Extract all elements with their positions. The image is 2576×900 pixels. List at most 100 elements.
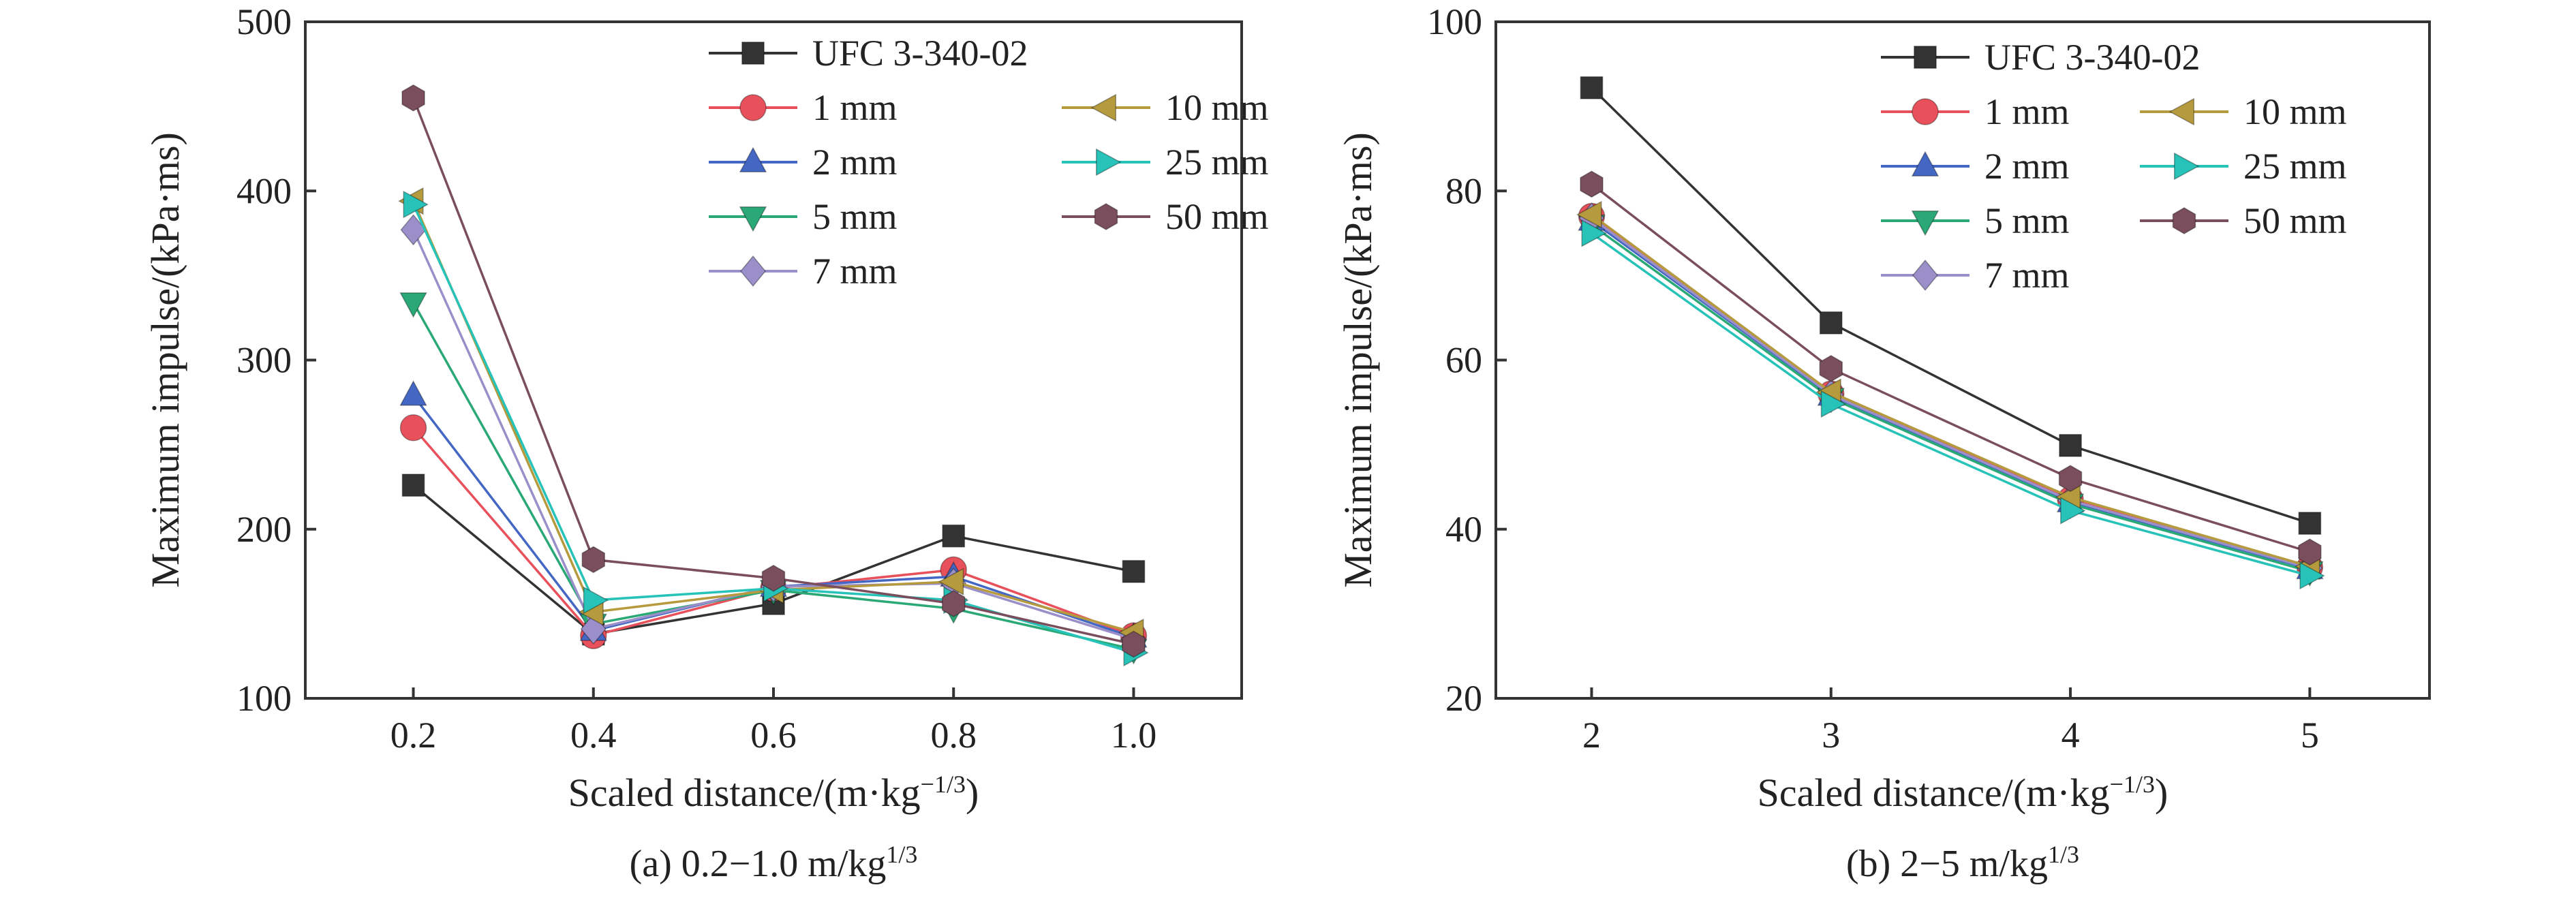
data-point-marker — [1819, 355, 1843, 382]
x-axis-label-text: Scaled distance/(m·kg — [568, 771, 921, 815]
data-point-marker — [942, 524, 966, 548]
legend-entry: UFC 3-340-02 — [1881, 37, 2201, 78]
data-point-marker — [581, 546, 605, 574]
data-point-marker — [2299, 561, 2325, 590]
legend-entry: 7 mm — [1881, 255, 2070, 296]
panel-caption: (a) 0.2−1.0 m/kg1/3 — [630, 841, 918, 885]
x-axis-label-superscript: −1/3 — [2110, 771, 2155, 798]
x-tick-label: 3 — [1822, 715, 1840, 756]
y-tick-label: 100 — [1427, 1, 1482, 42]
legend-marker — [739, 146, 767, 172]
legend-entry: 1 mm — [1881, 91, 2070, 132]
data-point-marker — [399, 380, 427, 406]
x-axis-label-text: Scaled distance/(m·kg — [1758, 771, 2110, 815]
legend-label: 2 mm — [1984, 146, 2070, 187]
legend-entry: 1 mm — [709, 87, 898, 128]
legend-entry: 5 mm — [1881, 200, 2070, 241]
panel-caption-text: (b) 2−5 m/kg — [1846, 843, 2048, 885]
legend-marker — [2172, 207, 2196, 234]
legend-marker — [2168, 97, 2194, 126]
x-tick-label: 0.4 — [570, 715, 617, 756]
x-axis-label-superscript: −1/3 — [921, 771, 966, 798]
legend-entry: 7 mm — [709, 251, 898, 292]
data-point-marker — [1580, 170, 1604, 198]
legend-marker — [739, 255, 767, 288]
data-point-marker — [2060, 497, 2086, 525]
data-point-marker — [1820, 390, 1847, 418]
data-point-marker — [2298, 512, 2322, 535]
y-axis-label: Maximum impulse/(kPa·ms) — [1336, 132, 1380, 588]
series-line — [412, 97, 1134, 646]
y-tick-label: 40 — [1445, 509, 1482, 550]
legend-label: 1 mm — [812, 87, 898, 128]
series-line — [1591, 183, 2310, 553]
legend-label: 10 mm — [2243, 91, 2347, 132]
legend: UFC 3-340-02 1 mm 2 mm 5 mm 7 mm 10 mm 25 mm 50… — [709, 33, 1269, 292]
x-tick-label: 0.2 — [390, 715, 437, 756]
y-tick-label: 20 — [1445, 678, 1482, 719]
series-line — [1591, 219, 2310, 570]
data-point-marker — [2298, 538, 2322, 566]
data-point-marker — [1576, 200, 1602, 229]
legend-marker — [739, 94, 767, 121]
x-tick-label: 4 — [2061, 715, 2080, 756]
legend-entry: 5 mm — [709, 196, 898, 237]
data-point-marker — [399, 414, 427, 441]
panel-caption: (b) 2−5 m/kg1/3 — [1846, 841, 2079, 885]
x-tick-label: 0.8 — [930, 715, 977, 756]
legend-marker — [1914, 46, 1937, 69]
data-point-marker — [2059, 433, 2082, 457]
legend-entry: 50 mm — [1062, 196, 1269, 237]
legend-marker — [1090, 93, 1116, 122]
legend-label: 50 mm — [2243, 200, 2347, 241]
legend-label: 25 mm — [2243, 146, 2347, 187]
legend-entry: 10 mm — [2140, 91, 2347, 132]
panel-caption-superscript: 1/3 — [2048, 841, 2079, 868]
legend-label: 5 mm — [1984, 200, 2070, 241]
legend-label: 7 mm — [812, 251, 898, 292]
x-axis-label: Scaled distance/(m·kg−1/3) — [568, 771, 979, 815]
legend-label: UFC 3-340-02 — [812, 33, 1028, 74]
x-axis-label-end: ) — [966, 771, 979, 815]
legend-entry: 25 mm — [2140, 146, 2347, 187]
legend-marker — [1911, 211, 1939, 236]
y-tick-label: 300 — [236, 340, 292, 381]
legend-entry: 2 mm — [1881, 146, 2070, 187]
legend-entry: UFC 3-340-02 — [709, 33, 1028, 74]
series-line — [1591, 87, 2310, 525]
y-axis-label: Maximum impulse/(kPa·ms) — [143, 132, 187, 588]
legend-label: 7 mm — [1984, 255, 2070, 296]
data-point-marker — [401, 474, 425, 497]
legend-marker — [739, 206, 767, 232]
x-tick-label: 0.6 — [750, 715, 797, 756]
legend-marker — [1912, 259, 1939, 292]
panel-a: 100 200 300 400 500 0.2 0.4 0.6 0.8 1.0 Scaled dis… — [143, 1, 1269, 885]
series-line — [1591, 217, 2310, 570]
legend-marker — [1096, 148, 1122, 176]
data-point-marker — [942, 590, 966, 617]
data-point-marker — [583, 586, 609, 615]
x-tick-label: 5 — [2301, 715, 2319, 756]
legend-label: UFC 3-340-02 — [1984, 37, 2201, 78]
panel-caption-superscript: 1/3 — [886, 841, 917, 868]
y-tick-label: 200 — [236, 509, 292, 550]
series-line — [1591, 215, 2310, 569]
x-axis-label-end: ) — [2155, 771, 2168, 815]
legend-label: 5 mm — [812, 196, 898, 237]
y-tick-label: 400 — [236, 170, 292, 211]
legend: UFC 3-340-02 1 mm 2 mm 5 mm 7 mm 10 mm 25 mm 50… — [1881, 37, 2347, 296]
data-point-marker — [1122, 630, 1146, 658]
legend-entry: 2 mm — [709, 142, 898, 183]
series-line — [1591, 213, 2310, 568]
data-point-marker — [938, 568, 964, 595]
series-line — [1591, 223, 2310, 573]
series-line — [1591, 232, 2310, 577]
legend-label: 1 mm — [1984, 91, 2070, 132]
data-point-marker — [2058, 465, 2083, 493]
legend-label: 25 mm — [1165, 142, 1269, 183]
legend-marker — [741, 42, 765, 65]
x-axis-label: Scaled distance/(m·kg−1/3) — [1758, 771, 2168, 815]
y-tick-label: 500 — [236, 1, 292, 42]
legend-entry: 50 mm — [2140, 200, 2347, 241]
